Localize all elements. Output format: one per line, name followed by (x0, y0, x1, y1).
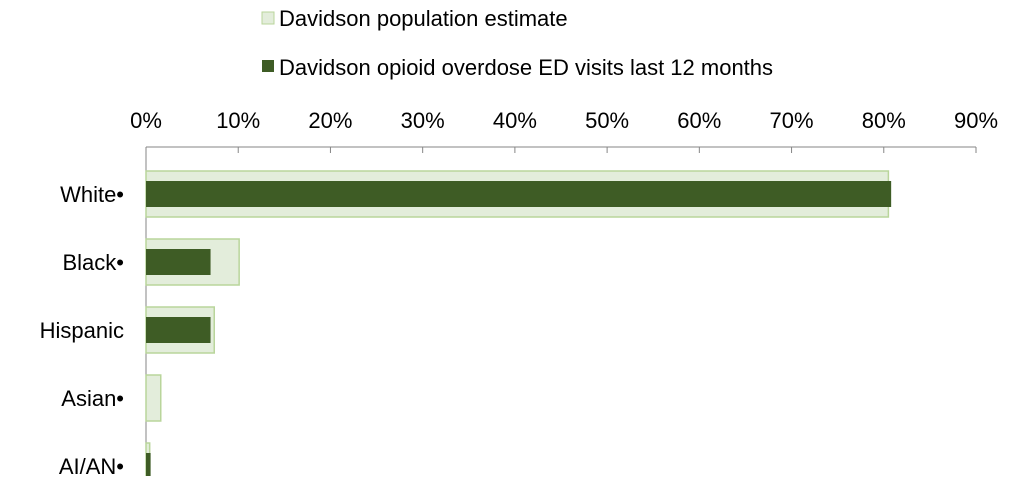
category-label: White• (60, 182, 124, 207)
legend-swatch-ed-visits (262, 60, 274, 72)
x-tick-label: 70% (770, 108, 814, 133)
category-label: Hispanic (40, 318, 124, 343)
legend: Davidson population estimate Davidson op… (261, 6, 773, 80)
bar-ed-visits (146, 181, 892, 207)
legend-label-ed-visits: Davidson opioid overdose ED visits last … (279, 55, 773, 80)
x-tick-label: 50% (585, 108, 629, 133)
x-tick-label: 80% (862, 108, 906, 133)
bar-ed-visits (146, 249, 211, 275)
x-tick-label: 90% (954, 108, 998, 133)
category-label: AI/AN• (59, 454, 124, 476)
legend-swatch-population (261, 11, 275, 25)
x-tick-label: 40% (493, 108, 537, 133)
category-labels: White• Black• Hispanic Asian• AI/AN• (40, 182, 125, 479)
legend-label-population: Davidson population estimate (279, 6, 568, 31)
category-label: Asian• (61, 386, 124, 411)
x-tick-label: 10% (216, 108, 260, 133)
x-tick-label: 60% (677, 108, 721, 133)
bar-ed-visits (146, 453, 151, 479)
x-tick-label: 20% (308, 108, 352, 133)
category-label: Black• (63, 250, 125, 275)
bar-population (145, 374, 162, 422)
bar-ed-visits (146, 317, 211, 343)
bars (145, 170, 892, 481)
x-tick-label: 0% (130, 108, 162, 133)
x-axis: 0% 10% 20% 30% 40% 50% 60% 70% 80% 90% (130, 108, 998, 476)
x-tick-label: 30% (401, 108, 445, 133)
